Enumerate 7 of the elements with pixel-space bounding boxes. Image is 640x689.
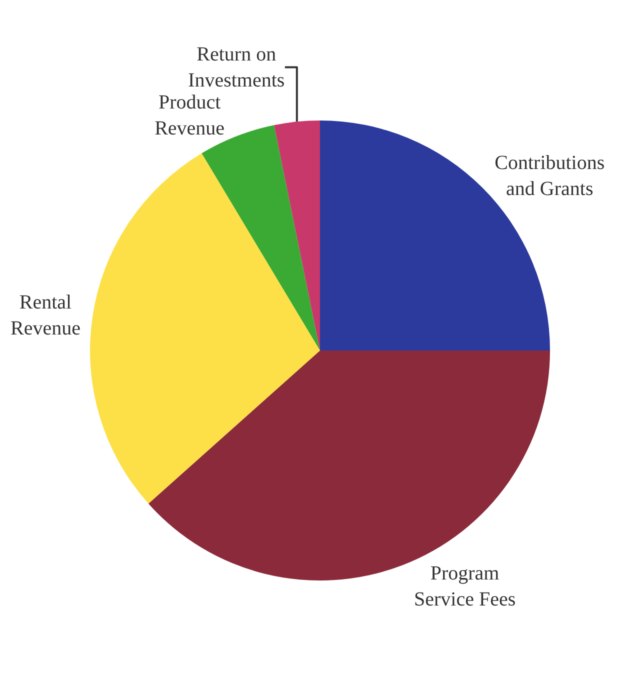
slice-label: Product Revenue xyxy=(154,91,225,140)
slice-label: Rental Revenue xyxy=(10,291,81,340)
pie-slice xyxy=(90,153,320,504)
slice-label: Program Service Fees xyxy=(414,562,516,610)
slice-label: Contributions and Grants xyxy=(494,152,605,200)
slice-label: Return on Investments xyxy=(188,43,285,92)
pie-slice xyxy=(274,120,320,350)
